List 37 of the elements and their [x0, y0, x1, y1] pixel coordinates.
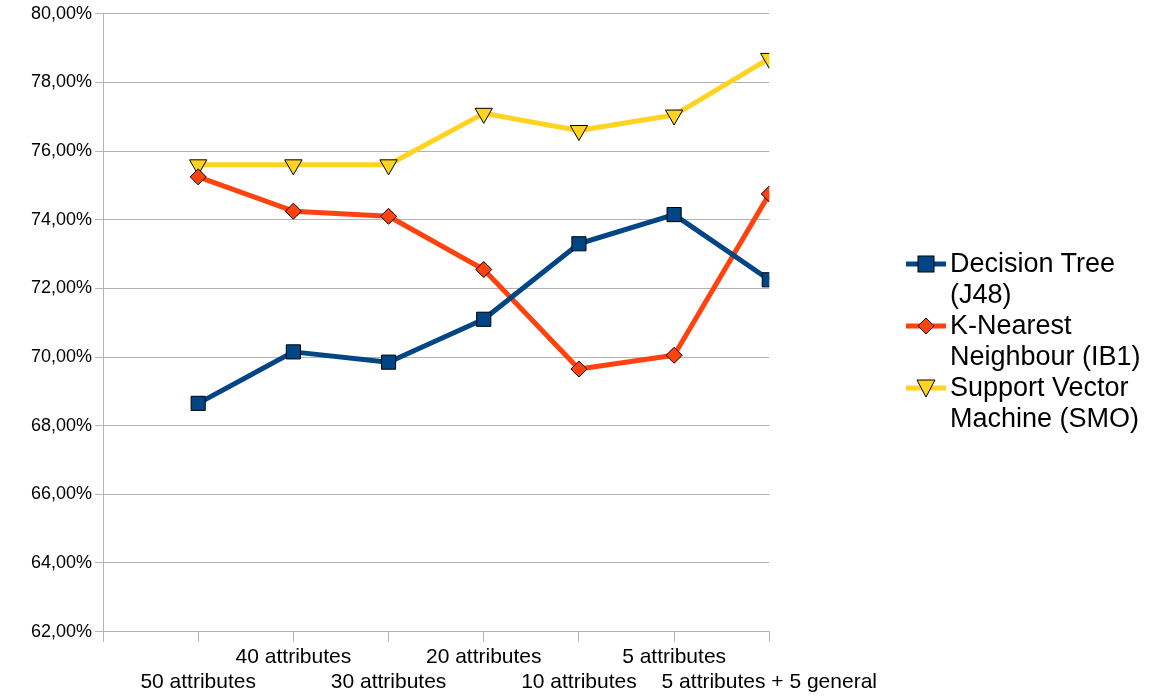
y-tick-label: 62,00%	[30, 620, 92, 641]
point	[570, 360, 588, 378]
y-tick-label: 76,00%	[30, 140, 92, 161]
legend-label: Decision Tree (J48)	[950, 248, 1117, 310]
point	[474, 107, 493, 124]
y-tick-label: 72,00%	[30, 277, 92, 298]
point	[189, 168, 207, 186]
point	[285, 344, 301, 360]
point	[665, 346, 683, 364]
point	[284, 202, 302, 220]
x-tick-label: 30 attributes	[330, 669, 447, 693]
x-tick-label: 50 attributes	[140, 669, 256, 693]
y-tick-label: 74,00%	[30, 208, 92, 229]
x-tick-label: 5 attributes	[622, 644, 727, 667]
x-tick-label: 20 attributes	[425, 644, 542, 667]
x-tick-label: 40 attributes	[235, 644, 352, 667]
point	[190, 395, 206, 411]
point	[569, 125, 589, 141]
point	[379, 159, 398, 176]
point	[284, 159, 303, 176]
point	[476, 311, 492, 327]
y-tick-label: 66,00%	[30, 483, 92, 504]
point	[475, 261, 493, 278]
point	[664, 109, 684, 126]
legend-label: Support Vector Machine (SMO)	[950, 372, 1141, 434]
x-tick-label: 10 attributes	[521, 669, 637, 693]
point	[380, 354, 397, 370]
y-tick-label: 68,00%	[30, 414, 92, 435]
y-tick-label: 70,00%	[30, 345, 92, 366]
y-tick-label: 64,00%	[30, 551, 92, 572]
x-tick-label: 5 attributes + 5 general	[661, 669, 878, 693]
point	[571, 236, 587, 252]
y-tick-label: 80,00%	[30, 2, 92, 23]
point	[666, 207, 682, 223]
legend-label: K-Nearest Neighbour (IB1)	[950, 310, 1142, 372]
y-tick-label: 78,00%	[30, 71, 92, 92]
point	[380, 207, 398, 225]
